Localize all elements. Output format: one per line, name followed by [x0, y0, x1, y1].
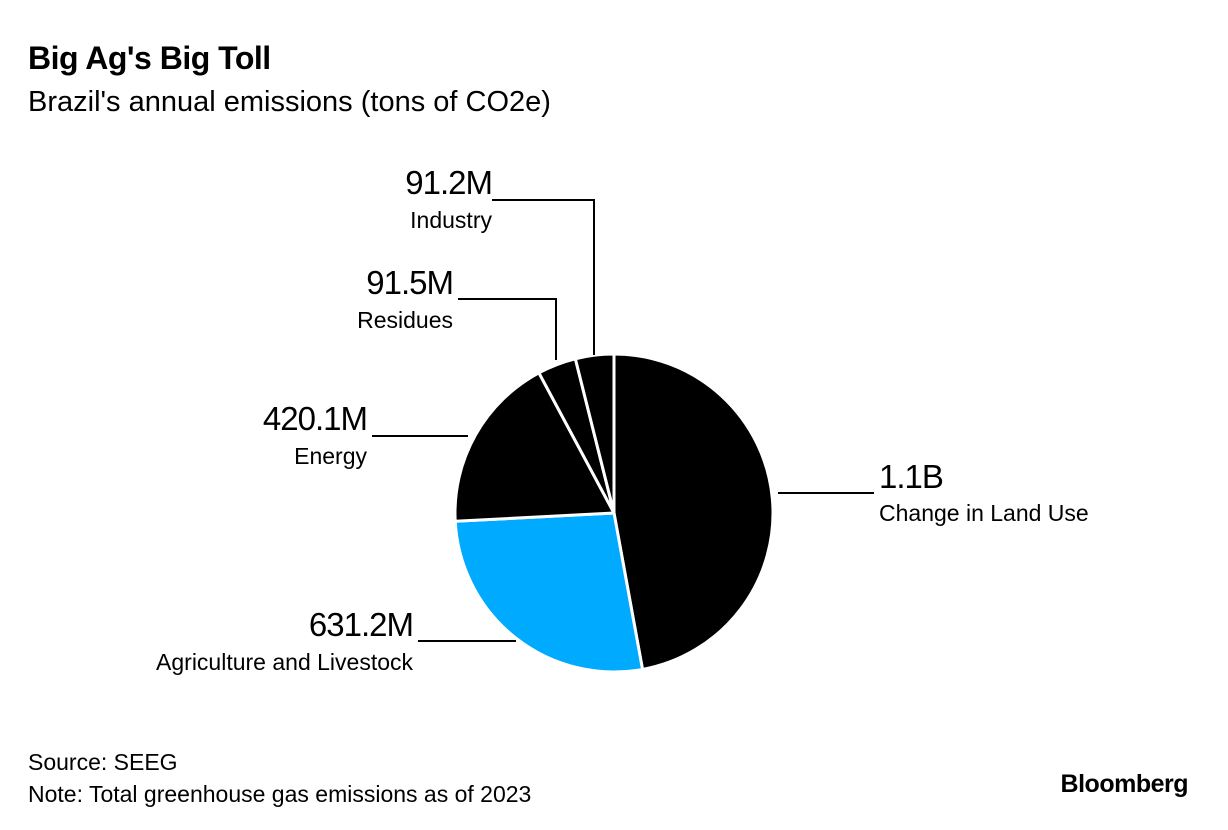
pie-slice-change-in-land-use — [612, 352, 775, 671]
note-text: Note: Total greenhouse gas emissions as … — [28, 781, 532, 807]
value-label-agriculture: 631.2M — [309, 606, 413, 643]
category-label-residues: Residues — [357, 307, 453, 333]
category-label-industry: Industry — [410, 207, 492, 233]
chart-subtitle: Brazil's annual emissions (tons of CO2e) — [28, 86, 551, 118]
chart-title: Big Ag's Big Toll — [28, 40, 271, 76]
value-label-land-use: 1.1B — [879, 458, 943, 495]
leader-line-industry — [492, 199, 595, 355]
leader-line-residues — [458, 298, 557, 360]
source-text: Source: SEEG — [28, 749, 178, 775]
value-label-residues: 91.5M — [366, 264, 453, 301]
pie-slice-industry — [573, 352, 616, 515]
category-label-agriculture: Agriculture and Livestock — [156, 649, 413, 675]
pie-slices — [453, 352, 775, 674]
category-label-energy: Energy — [294, 443, 367, 469]
source-notes: Source: SEEG Note: Total greenhouse gas … — [28, 746, 531, 810]
value-label-industry: 91.2M — [405, 164, 492, 201]
pie-slice-agriculture-and-livestock — [453, 511, 645, 674]
pie-slice-energy — [453, 371, 616, 523]
value-label-energy: 420.1M — [263, 400, 367, 437]
category-label-land-use: Change in Land Use — [879, 500, 1089, 526]
bloomberg-logo: Bloomberg — [1060, 770, 1189, 798]
